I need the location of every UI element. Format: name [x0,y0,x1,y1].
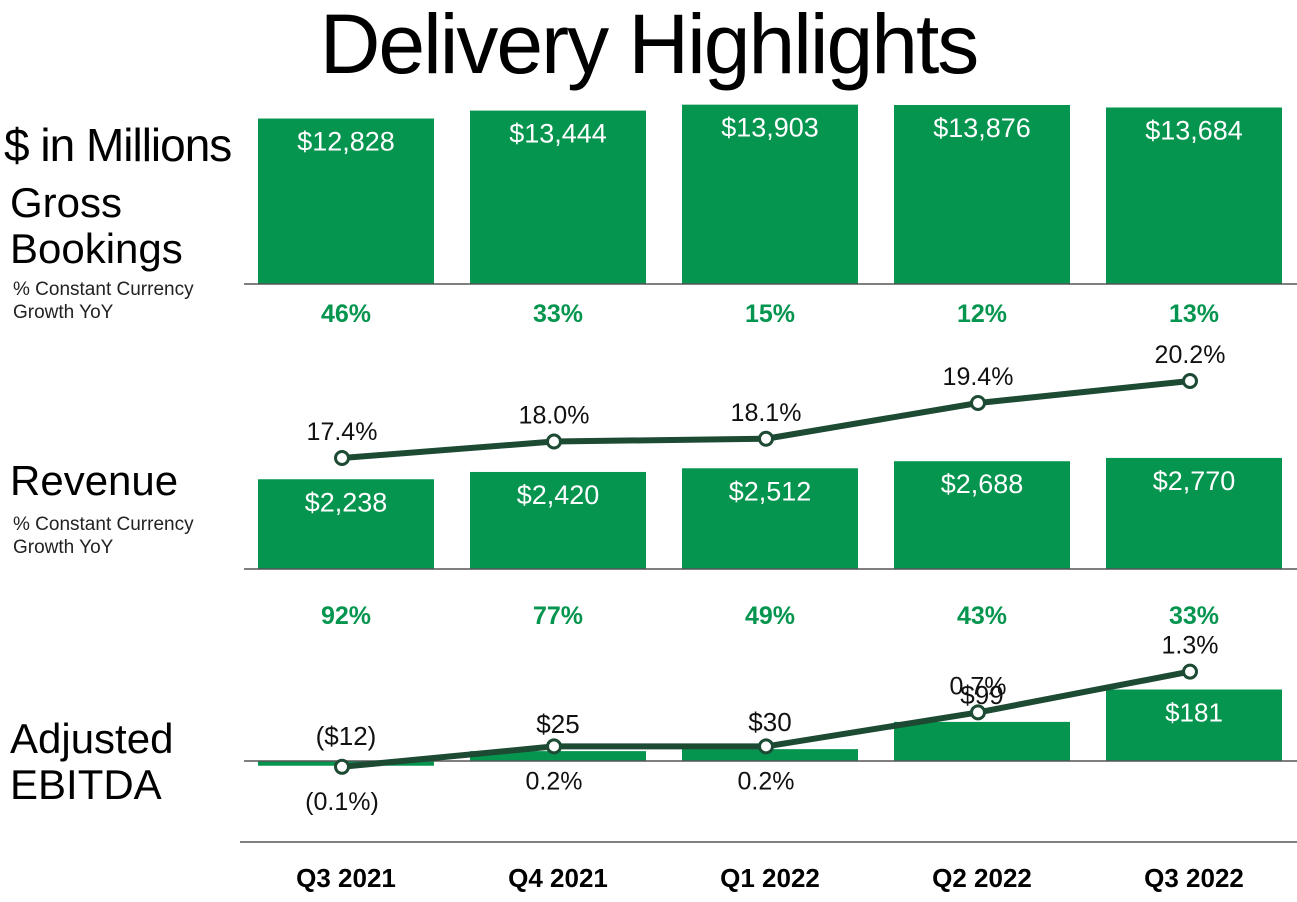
gross-bookings-growth-label: 15% [745,300,795,328]
ebitda-margin-label: 0.2% [738,767,795,795]
revenue-value-label: $2,512 [729,476,812,506]
gross-bookings-growth-label: 33% [533,300,583,328]
adjusted-ebitda-value-label: $30 [748,707,791,737]
gross-bookings-bar [894,104,1070,284]
revenue-value-label: $2,238 [305,487,388,517]
revenue-growth-label: 43% [957,602,1007,630]
gross-bookings-bar [682,104,858,284]
x-tick-label: Q4 2021 [508,863,608,893]
adjusted-ebitda-bar [1106,689,1282,761]
take-rate-label: 20.2% [1155,341,1226,369]
x-tick-label: Q3 2021 [296,863,396,893]
gross-bookings-value-label: $13,444 [509,119,607,149]
gross-bookings-value-label: $13,903 [721,113,819,143]
gross-bookings-growth-label: 13% [1169,300,1219,328]
ebitda-margin-point [758,738,774,755]
gross-bookings-value-label: $13,684 [1145,115,1243,145]
gross-bookings-bar [1106,107,1282,284]
gross-bookings-value-label: $12,828 [297,127,395,157]
revenue-bar [1106,457,1282,569]
page-title: Delivery Highlights [319,0,980,91]
take-rate-label: 17.4% [307,418,378,446]
gross-bookings-growth-label: 12% [957,300,1007,328]
ebitda-margin-point [546,738,562,755]
take-rate-label: 18.1% [731,399,802,427]
revenue-bar [682,468,858,569]
gross-bookings-growth-label: 46% [321,300,371,328]
ebitda-margin-point [1182,663,1198,680]
adjusted-ebitda-value-label: $181 [1165,698,1223,728]
take-rate-point [758,430,774,447]
take-rate-point [334,450,350,466]
revenue-growth-label: 92% [321,602,371,630]
revenue-value-label: $2,420 [517,480,600,510]
adjusted-ebitda-label: Adjusted EBITDA [10,715,174,808]
revenue-value-label: $2,770 [1153,466,1236,496]
x-tick-label: Q3 2022 [1144,863,1244,893]
take-rate-point [546,433,562,450]
x-tick-label: Q2 2022 [932,863,1032,893]
adjusted-ebitda-bar [470,751,646,761]
revenue-growth-label: 77% [533,602,583,630]
ebitda-margin-point [334,758,350,775]
ebitda-margin-label: 1.3% [1162,632,1219,660]
take-rate-point [1182,373,1198,389]
adjusted-ebitda-bar [894,721,1070,761]
revenue-bar [894,461,1070,569]
gross-bookings-sublabel: % Constant Currency Growth YoY [13,279,194,323]
x-tick-label: Q1 2022 [720,863,820,893]
adjusted-ebitda-value-label: ($12) [316,721,377,751]
revenue-growth-label: 49% [745,602,795,630]
revenue-sublabel: % Constant Currency Growth YoY [13,514,194,558]
ebitda-margin-label: (0.1%) [305,788,379,816]
ebitda-margin-label: 0.2% [526,767,583,795]
revenue-value-label: $2,688 [941,469,1024,499]
gross-bookings-bar [470,110,646,284]
revenue-bar [258,479,434,569]
units-label: $ in Millions [4,119,232,171]
ebitda-margin-point [970,704,986,721]
adjusted-ebitda-value-label: $99 [960,680,1003,710]
take-rate-label: 19.4% [943,363,1014,391]
adjusted-ebitda-bar [682,749,858,761]
gross-bookings-value-label: $13,876 [933,113,1031,143]
revenue-growth-label: 33% [1169,602,1219,630]
take-rate-label: 18.0% [519,402,590,430]
take-rate-point [970,395,986,411]
revenue-bar [470,471,646,569]
adjusted-ebitda-value-label: $25 [536,709,579,739]
ebitda-margin-label: 0.7% [950,672,1007,700]
gross-bookings-bar [258,118,434,284]
revenue-label: Revenue [10,457,179,504]
